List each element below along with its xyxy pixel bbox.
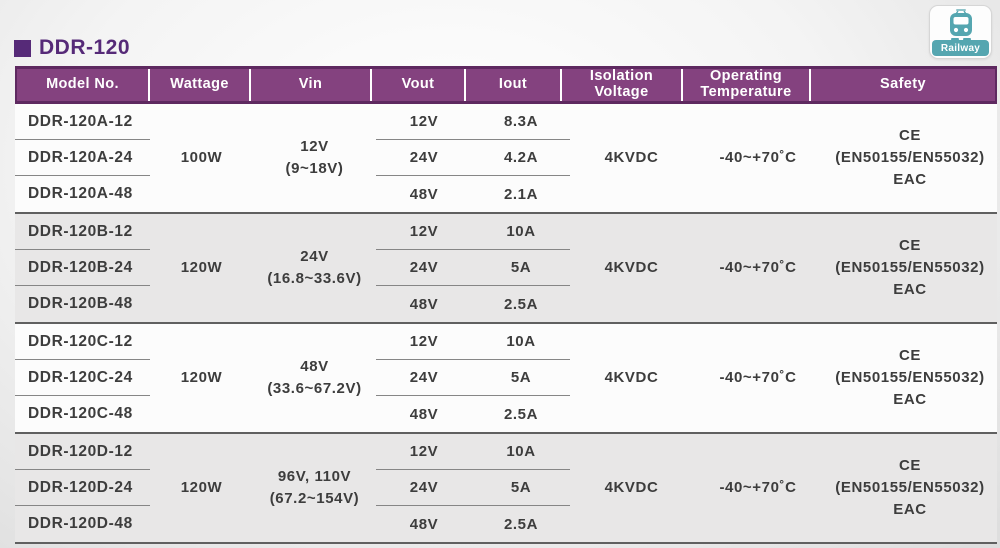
safety-line: CE bbox=[898, 347, 922, 365]
vin-cell: 24V (16.8~33.6V) bbox=[253, 214, 376, 322]
wattage-cell: 120W bbox=[180, 369, 223, 387]
header-vout: Vout bbox=[370, 69, 464, 101]
train-icon bbox=[949, 9, 972, 41]
isolation-voltage-cell: 4KVDC bbox=[604, 149, 659, 167]
model-no-cell: DDR-120D-48 bbox=[28, 515, 133, 532]
vout-cell: 12V bbox=[376, 214, 472, 250]
vout-cell: 48V bbox=[409, 295, 439, 313]
iout-cell: 5A bbox=[472, 250, 570, 286]
iout-cell: 5A bbox=[472, 360, 570, 396]
model-no-cell: DDR-120C-12 bbox=[15, 324, 150, 360]
safety-line: EAC bbox=[893, 390, 927, 408]
model-no-cell: DDR-120A-24 bbox=[15, 140, 150, 176]
safety-line: EAC bbox=[893, 500, 927, 518]
table-header-row: Model No. Wattage Vin Vout Iout Isolatio… bbox=[15, 66, 997, 104]
vin-range: (16.8~33.6V) bbox=[267, 270, 362, 287]
operating-temperature-cell: -40~+70˚C bbox=[719, 149, 797, 167]
safety-line: EAC bbox=[893, 170, 927, 188]
iout-cell: 10A bbox=[472, 324, 570, 360]
table-row-group: DDR-120C-12 DDR-120C-24 DDR-120C-48 120W… bbox=[15, 322, 997, 432]
spec-table: Model No. Wattage Vin Vout Iout Isolatio… bbox=[15, 66, 997, 544]
iout-cell: 10A bbox=[472, 434, 570, 470]
wattage-cell: 120W bbox=[180, 479, 223, 497]
model-no-cell: DDR-120B-24 bbox=[15, 250, 150, 286]
safety-cell: CE (EN50155/EN55032) EAC bbox=[823, 104, 997, 212]
iout-cell: 5A bbox=[472, 470, 570, 506]
page-title-row: DDR-120 bbox=[14, 36, 130, 60]
wattage-cell: 120W bbox=[180, 259, 223, 277]
model-no-cell: DDR-120B-48 bbox=[28, 295, 133, 312]
header-wattage: Wattage bbox=[148, 69, 249, 101]
model-no-cell: DDR-120A-48 bbox=[28, 185, 133, 202]
railway-badge: Railway bbox=[929, 5, 992, 59]
safety-line: (EN50155/EN55032) bbox=[835, 369, 985, 387]
safety-cell: CE (EN50155/EN55032) EAC bbox=[823, 324, 997, 432]
safety-cell: CE (EN50155/EN55032) EAC bbox=[823, 434, 997, 542]
vin-nominal: 24V bbox=[300, 248, 329, 266]
vin-range: (33.6~67.2V) bbox=[267, 380, 362, 397]
operating-temperature-cell: -40~+70˚C bbox=[719, 259, 797, 277]
table-row-group: DDR-120D-12 DDR-120D-24 DDR-120D-48 120W… bbox=[15, 432, 997, 542]
vin-range: (9~18V) bbox=[285, 160, 344, 177]
iout-cell: 2.5A bbox=[503, 405, 539, 423]
vout-cell: 12V bbox=[376, 324, 472, 360]
iout-cell: 4.2A bbox=[472, 140, 570, 176]
vin-cell: 96V, 110V (67.2~154V) bbox=[253, 434, 376, 542]
safety-cell: CE (EN50155/EN55032) EAC bbox=[823, 214, 997, 322]
wattage-cell: 100W bbox=[180, 149, 223, 167]
operating-temperature-cell: -40~+70˚C bbox=[719, 369, 797, 387]
vin-cell: 48V (33.6~67.2V) bbox=[253, 324, 376, 432]
vout-cell: 12V bbox=[376, 104, 472, 140]
iout-cell: 8.3A bbox=[472, 104, 570, 140]
vin-nominal: 48V bbox=[300, 358, 329, 376]
header-model-no: Model No. bbox=[46, 76, 119, 93]
railway-badge-label: Railway bbox=[932, 40, 989, 56]
vout-cell: 48V bbox=[409, 405, 439, 423]
safety-line: EAC bbox=[893, 280, 927, 298]
vout-cell: 48V bbox=[409, 185, 439, 203]
model-no-cell: DDR-120C-48 bbox=[28, 405, 133, 422]
model-no-cell: DDR-120A-12 bbox=[15, 104, 150, 140]
vin-cell: 12V (9~18V) bbox=[253, 104, 376, 212]
model-no-cell: DDR-120D-24 bbox=[15, 470, 150, 506]
model-no-cell: DDR-120C-24 bbox=[15, 360, 150, 396]
safety-line: CE bbox=[898, 237, 922, 255]
safety-line: CE bbox=[898, 457, 922, 475]
vout-cell: 12V bbox=[376, 434, 472, 470]
vin-nominal: 12V bbox=[300, 138, 329, 156]
safety-line: (EN50155/EN55032) bbox=[835, 259, 985, 277]
header-isolation-voltage: Isolation Voltage bbox=[560, 68, 681, 101]
title-bullet-square bbox=[14, 39, 31, 57]
table-row-group: DDR-120A-12 DDR-120A-24 DDR-120A-48 100W… bbox=[15, 104, 997, 212]
safety-line: CE bbox=[898, 127, 922, 145]
operating-temperature-cell: -40~+70˚C bbox=[719, 479, 797, 497]
iout-cell: 2.5A bbox=[503, 515, 539, 533]
safety-line: (EN50155/EN55032) bbox=[835, 479, 985, 497]
vin-nominal: 96V, 110V bbox=[277, 468, 352, 486]
header-safety: Safety bbox=[809, 69, 995, 101]
isolation-voltage-cell: 4KVDC bbox=[604, 259, 659, 277]
header-vin: Vin bbox=[249, 69, 370, 101]
vout-cell: 24V bbox=[376, 470, 472, 506]
vout-cell: 24V bbox=[376, 360, 472, 396]
table-row-group: DDR-120B-12 DDR-120B-24 DDR-120B-48 120W… bbox=[15, 212, 997, 322]
table-body: DDR-120A-12 DDR-120A-24 DDR-120A-48 100W… bbox=[15, 104, 997, 544]
isolation-voltage-cell: 4KVDC bbox=[604, 479, 659, 497]
header-operating-temperature: Operating Temperature bbox=[681, 68, 809, 101]
model-no-cell: DDR-120B-12 bbox=[15, 214, 150, 250]
iout-cell: 10A bbox=[472, 214, 570, 250]
model-no-cell: DDR-120D-12 bbox=[15, 434, 150, 470]
iout-cell: 2.5A bbox=[503, 295, 539, 313]
vin-range: (67.2~154V) bbox=[269, 490, 360, 507]
isolation-voltage-cell: 4KVDC bbox=[604, 369, 659, 387]
vout-cell: 48V bbox=[409, 515, 439, 533]
safety-line: (EN50155/EN55032) bbox=[835, 149, 985, 167]
vout-cell: 24V bbox=[376, 140, 472, 176]
page-title: DDR-120 bbox=[39, 36, 131, 59]
header-iout: Iout bbox=[464, 69, 560, 101]
vout-cell: 24V bbox=[376, 250, 472, 286]
iout-cell: 2.1A bbox=[503, 185, 539, 203]
